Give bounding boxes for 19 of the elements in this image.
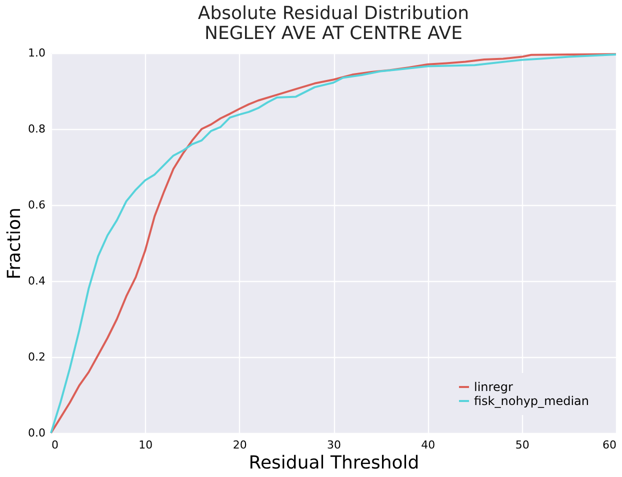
x-tick-label: 60 xyxy=(602,438,616,452)
y-tick-label: 0.6 xyxy=(28,198,46,212)
x-tick-label: 0 xyxy=(52,438,58,452)
x-tick-label: 10 xyxy=(138,438,153,452)
x-tick-label: 50 xyxy=(515,438,530,452)
y-tick-label: 0.0 xyxy=(28,426,46,440)
y-axis-title: Fraction xyxy=(4,208,26,280)
x-tick-label: 20 xyxy=(232,438,247,452)
y-tick-label: 0.8 xyxy=(28,122,46,136)
legend-label: linregr xyxy=(474,380,513,394)
y-tick-label: 1.0 xyxy=(28,46,46,60)
y-tick-label: 0.4 xyxy=(28,274,46,288)
y-tick-label: 0.2 xyxy=(28,350,46,364)
x-axis-title: Residual Threshold xyxy=(248,452,420,474)
x-tick-label: 40 xyxy=(421,438,436,452)
legend-label: fisk_nohyp_median xyxy=(474,394,590,408)
text: Absolute Residual Distribution xyxy=(198,3,470,24)
text: NEGLEY AVE AT CENTRE AVE xyxy=(204,23,462,44)
x-tick-label: 30 xyxy=(327,438,341,452)
